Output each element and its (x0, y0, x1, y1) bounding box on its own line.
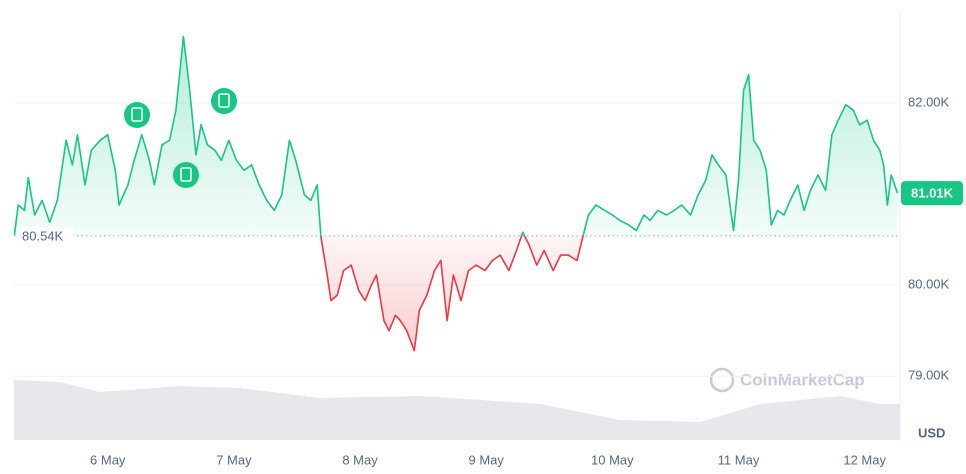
volume-area (14, 380, 900, 440)
current-price-tag: 81.01K (901, 181, 963, 206)
baseline-badge: 80.54K (18, 226, 74, 245)
x-tick-label: 10 May (591, 452, 634, 467)
currency-label: USD (918, 425, 945, 440)
y-tick-label: 79.00K (908, 368, 950, 383)
x-tick-label: 6 May (90, 452, 126, 467)
x-tick-label: 9 May (469, 452, 505, 467)
x-tick-label: 11 May (718, 452, 760, 467)
price-area (14, 36, 898, 351)
watermark-text: CoinMarketCap (740, 370, 865, 389)
current-price-bg (901, 181, 963, 206)
baseline-label: 80.54K (22, 228, 64, 243)
news-icon (173, 162, 199, 188)
news-icon (211, 88, 237, 114)
current-price-label: 81.01K (911, 186, 954, 201)
y-tick-label: 80.00K (908, 277, 950, 292)
price-line (13, 35, 899, 352)
x-tick-label: 8 May (342, 452, 378, 467)
watermark: CoinMarketCap (709, 367, 865, 393)
baseline-badge-bg (18, 226, 74, 245)
news-icons (124, 88, 237, 188)
news-icon (124, 102, 150, 128)
x-tick-label: 7 May (216, 452, 252, 467)
y-tick-label: 82.00K (908, 94, 950, 109)
x-tick-label: 12 May (843, 452, 886, 467)
